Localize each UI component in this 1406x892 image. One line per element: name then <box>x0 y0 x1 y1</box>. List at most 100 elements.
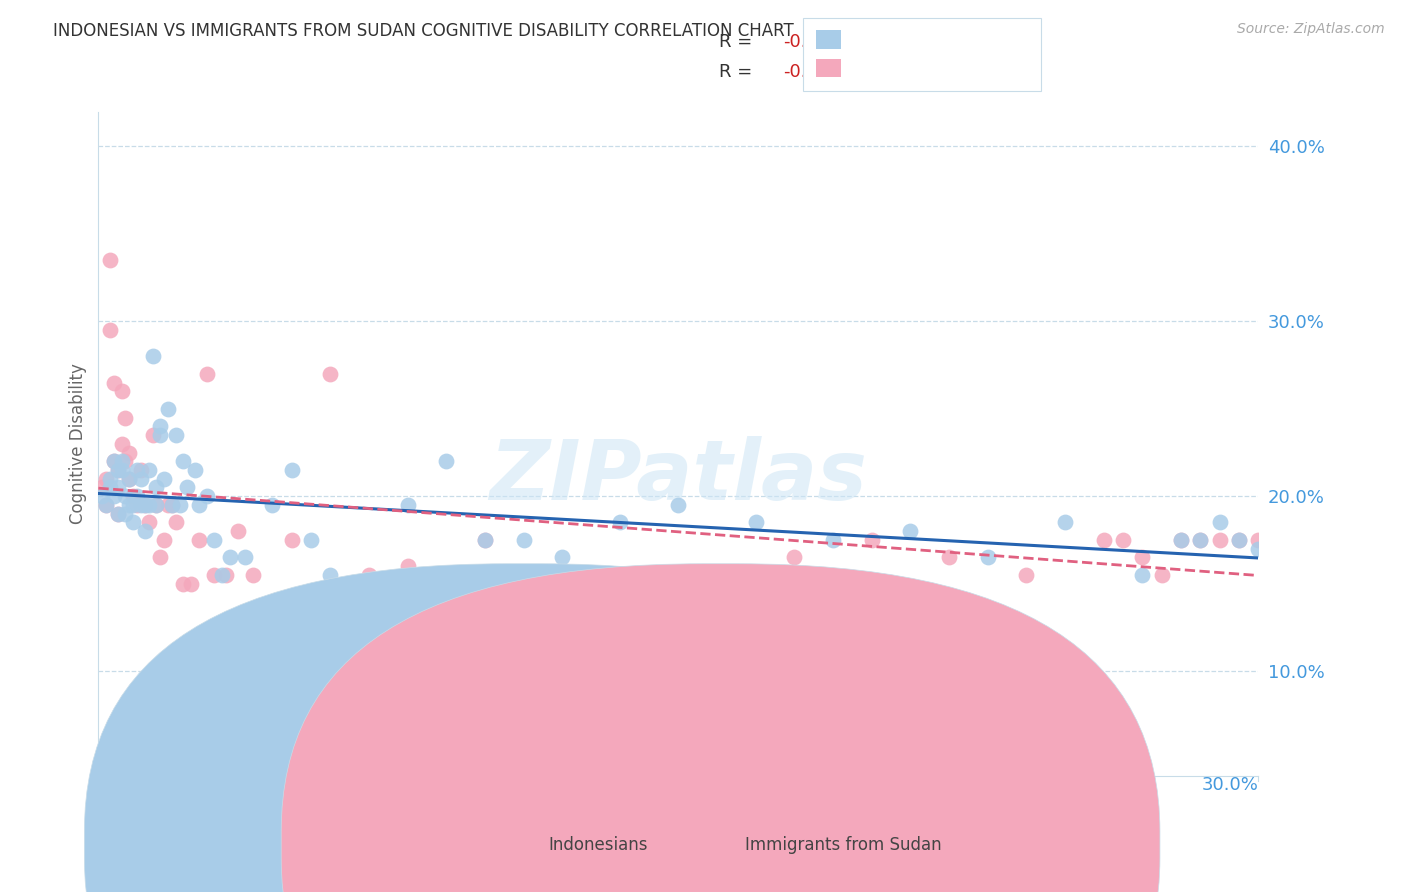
Point <box>127 489 149 503</box>
Point <box>281 463 304 477</box>
Point <box>319 568 342 582</box>
Point <box>188 533 211 547</box>
Point <box>1170 533 1192 547</box>
Point <box>111 454 132 468</box>
Point <box>513 533 536 547</box>
Point <box>900 524 922 539</box>
Point <box>396 559 419 574</box>
Point <box>103 489 125 503</box>
Point <box>262 620 284 634</box>
Point <box>436 664 458 678</box>
Point <box>551 568 574 582</box>
Point <box>138 516 160 530</box>
Point <box>1227 533 1250 547</box>
Point <box>1092 533 1115 547</box>
Point <box>98 253 121 268</box>
Point <box>165 516 187 530</box>
Point <box>118 472 141 486</box>
Point <box>138 498 160 512</box>
Point <box>1054 516 1077 530</box>
Point <box>242 664 264 678</box>
Point <box>149 550 172 565</box>
Point <box>107 507 129 521</box>
Point <box>299 533 322 547</box>
Point <box>160 498 183 512</box>
Point <box>176 481 198 495</box>
Point <box>134 498 156 512</box>
Point <box>98 323 121 337</box>
Point <box>1015 568 1038 582</box>
Point <box>396 498 419 512</box>
Text: N =: N = <box>887 62 927 80</box>
Point <box>157 498 180 512</box>
Point <box>91 489 114 503</box>
Point <box>938 550 960 565</box>
Text: N =: N = <box>887 33 927 51</box>
Point <box>204 568 226 582</box>
Point <box>111 384 132 399</box>
Point <box>359 568 381 582</box>
Text: ZIPatlas: ZIPatlas <box>489 436 868 517</box>
Text: Source: ZipAtlas.com: Source: ZipAtlas.com <box>1237 22 1385 37</box>
Text: R =: R = <box>718 62 758 80</box>
Point <box>262 498 284 512</box>
Point <box>821 533 844 547</box>
Point <box>1209 516 1232 530</box>
Point <box>211 568 233 582</box>
Point <box>91 481 114 495</box>
Text: 58: 58 <box>945 62 969 80</box>
Point <box>551 550 574 565</box>
Point <box>180 576 202 591</box>
Point <box>118 445 141 459</box>
Point <box>195 489 218 503</box>
Y-axis label: Cognitive Disability: Cognitive Disability <box>69 363 87 524</box>
Point <box>153 472 176 486</box>
Point <box>281 533 304 547</box>
Text: Immigrants from Sudan: Immigrants from Sudan <box>745 836 942 854</box>
Point <box>436 454 458 468</box>
Point <box>149 428 172 442</box>
Point <box>977 550 1000 565</box>
Point <box>153 533 176 547</box>
Point <box>219 550 242 565</box>
Point <box>98 481 121 495</box>
Point <box>242 568 264 582</box>
Point <box>145 481 167 495</box>
Point <box>145 498 167 512</box>
Point <box>138 463 160 477</box>
Point <box>1247 541 1270 556</box>
Point <box>172 576 194 591</box>
Point <box>860 533 883 547</box>
Point <box>188 498 211 512</box>
Point <box>204 533 226 547</box>
Point <box>628 568 651 582</box>
Point <box>96 498 118 512</box>
Point <box>96 472 118 486</box>
Point <box>666 498 689 512</box>
Point <box>165 428 187 442</box>
Point <box>114 410 136 425</box>
Point <box>103 454 125 468</box>
Point <box>1189 533 1212 547</box>
Point <box>149 419 172 434</box>
Point <box>1189 533 1212 547</box>
Point <box>160 498 183 512</box>
Point <box>118 472 141 486</box>
Point <box>184 463 207 477</box>
Point <box>107 463 129 477</box>
Point <box>172 454 194 468</box>
Text: -0.048: -0.048 <box>783 62 841 80</box>
Point <box>111 463 132 477</box>
Text: -0.242: -0.242 <box>783 33 841 51</box>
Legend:                               ,                               : , <box>803 18 1040 90</box>
Point <box>169 498 191 512</box>
Point <box>114 454 136 468</box>
Point <box>127 498 149 512</box>
Text: Indonesians: Indonesians <box>548 836 648 854</box>
Point <box>114 507 136 521</box>
Point <box>474 533 496 547</box>
Point <box>98 472 121 486</box>
Point <box>1132 568 1154 582</box>
Point <box>134 524 156 539</box>
Point <box>1132 550 1154 565</box>
